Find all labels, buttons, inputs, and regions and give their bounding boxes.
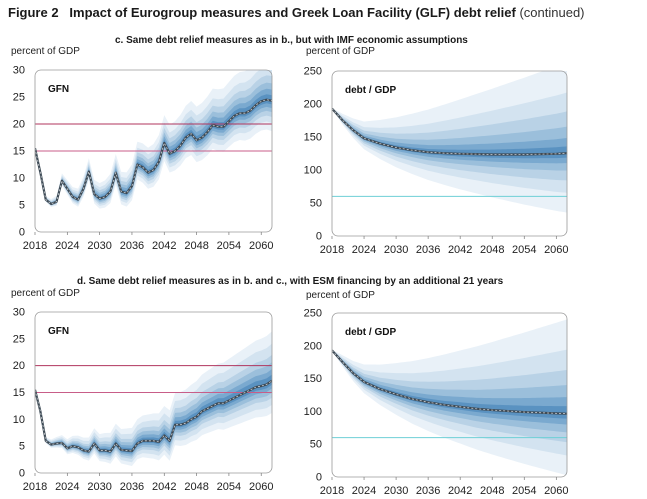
fan-band-2	[35, 70, 272, 207]
series-label: GFN	[48, 326, 69, 337]
y-tick-label: 25	[13, 92, 25, 104]
x-tick-label: 2018	[320, 244, 344, 256]
figure-main-title: Impact of Eurogroup measures and Greek L…	[69, 5, 516, 20]
y-tick-label: 5	[19, 200, 25, 212]
y-tick-label: 150	[304, 132, 322, 144]
fan-bands	[35, 70, 272, 209]
panel-c-title: c. Same debt relief measures as in b., b…	[115, 35, 468, 46]
x-tick-label: 2048	[480, 244, 504, 256]
x-tick-label: 2060	[249, 481, 273, 493]
median-dashed-overlay	[35, 99, 272, 205]
chart-d-debt: 0 50 100 150 200 250 2018 2024 2030 2036 2042 2048 2…	[304, 308, 569, 498]
chart-c-gfn: 0 5 10 15 20 25 30 2018 2024 2030 2036 2042 2048 2054…	[13, 65, 274, 253]
x-tick-label: 2018	[23, 240, 47, 252]
y-tick-label: 200	[304, 340, 322, 352]
figure-suffix: (continued)	[519, 5, 585, 20]
y-tick-label: 0	[19, 468, 25, 480]
fan-band-3	[35, 75, 272, 206]
y-tick-label: 30	[13, 65, 25, 77]
median-dashed-overlay	[332, 350, 567, 415]
median-dashed-overlay	[332, 108, 567, 155]
x-tick-label: 2036	[416, 244, 440, 256]
y-tick-label: 20	[13, 360, 25, 372]
x-tick-label: 2042	[448, 485, 472, 497]
x-tick-label: 2030	[87, 481, 111, 493]
x-tick-label: 2018	[320, 485, 344, 497]
y-tick-label: 10	[13, 414, 25, 426]
chart-c-debt: 0 50 100 150 200 250 2018 2024 2030 2036 2042 2048 2…	[304, 66, 569, 257]
fan-band-4	[35, 82, 272, 206]
y-axis-label-d-gfn: percent of GDP	[11, 288, 80, 299]
x-tick-label: 2048	[184, 481, 208, 493]
series-label: debt / GDP	[345, 327, 396, 338]
fan-bands	[332, 319, 567, 476]
x-tick-label: 2060	[544, 244, 568, 256]
y-tick-label: 0	[316, 231, 322, 243]
x-tick-label: 2054	[512, 485, 536, 497]
y-tick-label: 25	[13, 333, 25, 345]
y-tick-label: 10	[13, 173, 25, 185]
y-tick-label: 100	[304, 406, 322, 418]
y-tick-label: 15	[13, 146, 25, 158]
x-tick-label: 2042	[152, 240, 176, 252]
x-tick-label: 2030	[384, 485, 408, 497]
panel-d-title: d. Same debt relief measures as in b. an…	[77, 276, 504, 287]
y-tick-label: 5	[19, 441, 25, 453]
fan-band-6	[35, 94, 272, 205]
y-tick-label: 20	[13, 119, 25, 131]
y-tick-label: 50	[310, 439, 322, 451]
y-tick-label: 200	[304, 99, 322, 111]
series-label: debt / GDP	[345, 85, 396, 96]
x-tick-label: 2024	[55, 481, 79, 493]
y-tick-label: 250	[304, 66, 322, 78]
y-axis-label-c-debt: percent of GDP	[306, 46, 375, 57]
y-tick-label: 15	[13, 387, 25, 399]
figure-number: Figure 2	[8, 5, 59, 20]
plot-frame	[331, 312, 568, 478]
y-tick-label: 0	[316, 472, 322, 484]
fan-band-5	[35, 88, 272, 205]
x-tick-label: 2042	[152, 481, 176, 493]
x-tick-label: 2060	[249, 240, 273, 252]
y-tick-label: 0	[19, 227, 25, 239]
fan-band-2	[35, 343, 272, 463]
y-tick-label: 50	[310, 198, 322, 210]
fan-bands	[332, 71, 567, 213]
x-tick-label: 2042	[448, 244, 472, 256]
plot-frame	[34, 69, 273, 233]
x-tick-label: 2036	[120, 240, 144, 252]
plot-frame	[34, 311, 273, 474]
plot-frame	[331, 70, 568, 237]
x-tick-label: 2030	[87, 240, 111, 252]
fan-bands	[35, 331, 272, 467]
x-tick-label: 2024	[352, 244, 376, 256]
median-dashed-overlay	[35, 380, 272, 452]
y-tick-label: 150	[304, 373, 322, 385]
y-axis-label-c-gfn: percent of GDP	[11, 46, 80, 57]
x-tick-label: 2018	[23, 481, 47, 493]
chart-d-gfn: 0 5 10 15 20 25 30 2018 2024 2030 2036 2042 2048 2054…	[13, 307, 274, 494]
x-tick-label: 2036	[120, 481, 144, 493]
y-tick-label: 250	[304, 308, 322, 320]
x-tick-label: 2030	[384, 244, 408, 256]
x-tick-label: 2054	[512, 244, 536, 256]
figure-title: Figure 2 Impact of Eurogroup measures an…	[8, 5, 585, 20]
y-tick-label: 100	[304, 165, 322, 177]
x-tick-label: 2036	[416, 485, 440, 497]
x-tick-label: 2024	[55, 240, 79, 252]
x-tick-label: 2054	[217, 240, 241, 252]
y-axis-label-d-debt: percent of GDP	[306, 290, 375, 301]
x-tick-label: 2048	[184, 240, 208, 252]
x-tick-label: 2060	[544, 485, 568, 497]
x-tick-label: 2054	[217, 481, 241, 493]
x-tick-label: 2024	[352, 485, 376, 497]
series-label: GFN	[48, 84, 69, 95]
x-tick-label: 2048	[480, 485, 504, 497]
y-tick-label: 30	[13, 307, 25, 319]
